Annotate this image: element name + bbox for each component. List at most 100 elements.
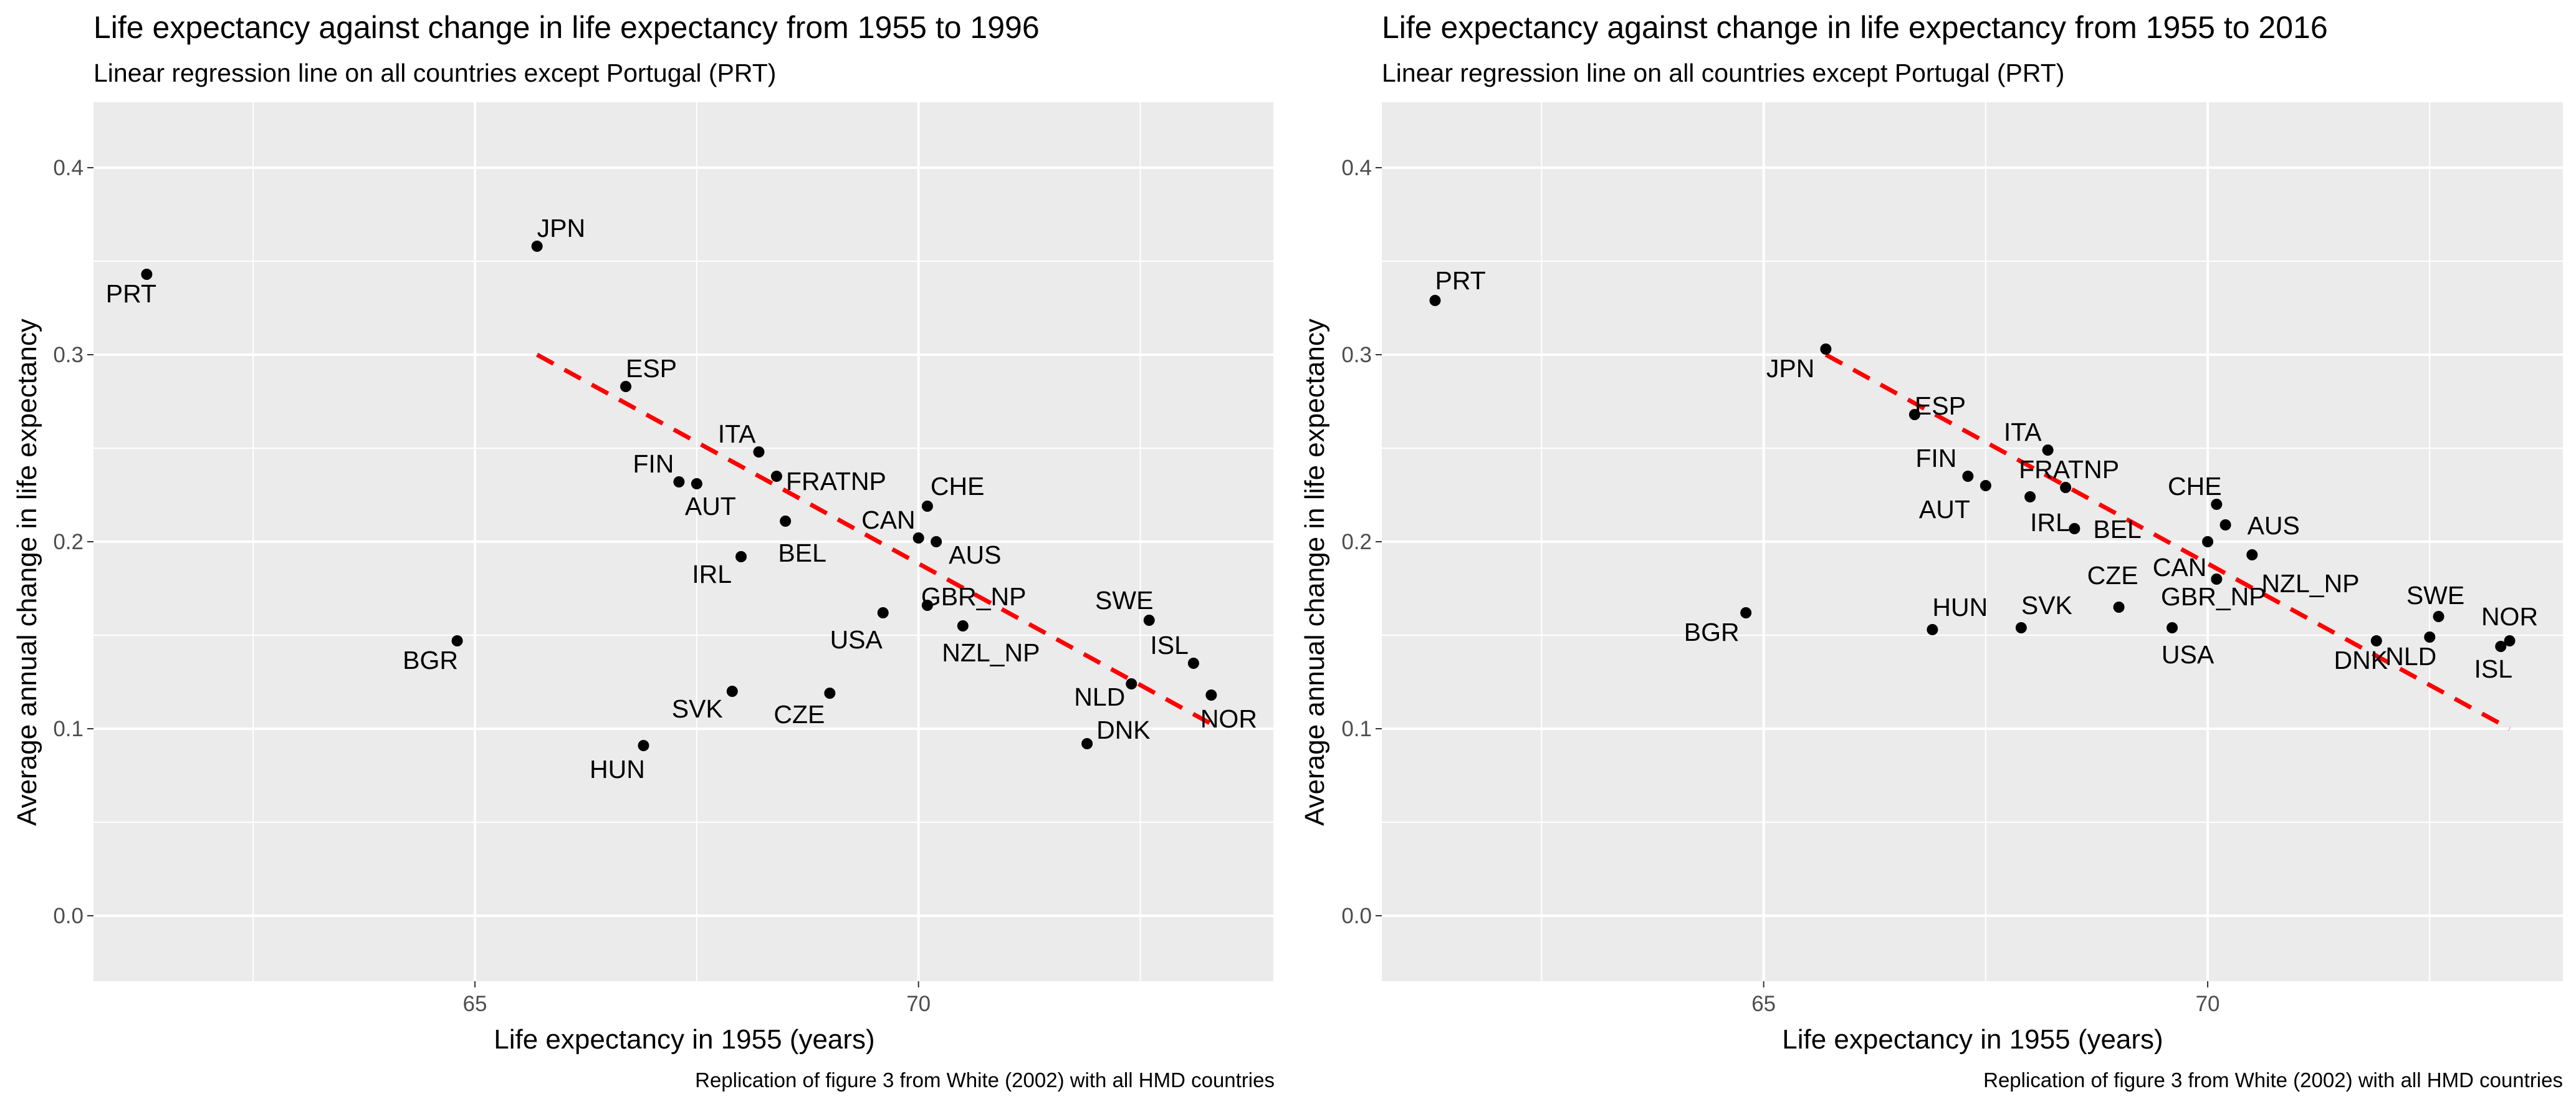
left-point-label-cze: CZE bbox=[773, 700, 825, 729]
left-point-prt bbox=[141, 269, 153, 280]
right-point-swe bbox=[2433, 611, 2444, 622]
left-point-jpn bbox=[531, 241, 543, 252]
left-point-bel bbox=[780, 516, 792, 527]
right-chart-caption: Replication of figure 3 from White (2002… bbox=[1983, 1068, 2563, 1092]
right-point-label-aus: AUS bbox=[2248, 511, 2300, 540]
right-point-label-fin: FIN bbox=[1915, 444, 1956, 473]
left-point-swe bbox=[1143, 615, 1155, 626]
left-chart-subtitle: Linear regression line on all countries … bbox=[93, 59, 776, 87]
right-point-bel bbox=[2069, 523, 2080, 534]
right-point-nor bbox=[2504, 635, 2516, 646]
right-point-label-gbr-np: GBR_NP bbox=[2161, 582, 2266, 611]
left-point-can bbox=[912, 532, 924, 544]
left-point-svk bbox=[726, 686, 738, 697]
right-chart-title: Life expectancy against change in life e… bbox=[1382, 10, 2328, 45]
left-point-nor bbox=[1205, 689, 1217, 701]
right-point-label-bel: BEL bbox=[2093, 515, 2142, 544]
right-y-tick-label: 0.2 bbox=[1341, 530, 1372, 554]
left-point-label-aut: AUT bbox=[685, 492, 736, 521]
left-point-nld bbox=[1126, 678, 1137, 689]
left-point-usa bbox=[877, 607, 889, 618]
right-point-label-svk: SVK bbox=[2021, 591, 2072, 620]
left-point-label-dnk: DNK bbox=[1096, 716, 1151, 744]
left-point-label-nld: NLD bbox=[1074, 683, 1125, 711]
right-y-tick-label: 0.3 bbox=[1341, 343, 1372, 367]
right-x-tick-label: 65 bbox=[1751, 992, 1776, 1016]
left-point-dnk bbox=[1081, 738, 1093, 749]
left-chart-caption: Replication of figure 3 from White (2002… bbox=[695, 1068, 1275, 1092]
right-point-prt bbox=[1429, 295, 1441, 306]
left-point-gbr-np bbox=[921, 600, 933, 611]
right-point-label-nzl-np: NZL_NP bbox=[2261, 569, 2359, 598]
left-point-label-usa: USA bbox=[830, 625, 883, 654]
left-point-label-bel: BEL bbox=[778, 539, 826, 567]
right-chart-panel: Life expectancy against change in life e… bbox=[1300, 10, 2563, 1092]
right-point-label-irl: IRL bbox=[2030, 508, 2070, 537]
right-chart-subtitle: Linear regression line on all countries … bbox=[1382, 59, 2064, 87]
right-x-tick-label: 70 bbox=[2196, 992, 2220, 1016]
left-point-label-gbr-np: GBR_NP bbox=[921, 582, 1027, 611]
right-point-fin bbox=[1962, 471, 1974, 482]
left-point-label-hun: HUN bbox=[590, 755, 645, 784]
left-point-label-fratnp: FRATNP bbox=[786, 467, 886, 496]
left-point-label-esp: ESP bbox=[626, 354, 677, 383]
left-point-label-svk: SVK bbox=[672, 694, 723, 723]
left-y-tick-label: 0.3 bbox=[53, 343, 84, 367]
right-point-label-cze: CZE bbox=[2087, 561, 2138, 590]
left-plot-area: 0.0 0.1 0.2 0.3 0.4 65 70 PRT JPN ESP ITA FIN AUT FRA… bbox=[53, 102, 1273, 1016]
right-y-tick-label: 0.0 bbox=[1341, 904, 1372, 928]
right-point-label-usa: USA bbox=[2162, 640, 2214, 669]
right-point-label-hun: HUN bbox=[1932, 593, 1988, 622]
right-point-dnk bbox=[2370, 635, 2382, 646]
right-point-bgr bbox=[1740, 607, 1752, 618]
left-point-label-nzl-np: NZL_NP bbox=[942, 638, 1040, 667]
right-point-label-nld: NLD bbox=[2385, 642, 2436, 671]
right-point-aut bbox=[1980, 480, 1991, 491]
left-point-label-irl: IRL bbox=[692, 560, 732, 588]
left-point-label-aus: AUS bbox=[949, 540, 1001, 569]
right-point-label-aut: AUT bbox=[1919, 495, 1970, 524]
left-point-label-nor: NOR bbox=[1200, 704, 1257, 733]
right-point-can bbox=[2202, 536, 2214, 547]
left-point-fin bbox=[673, 476, 685, 487]
right-point-label-nor: NOR bbox=[2481, 602, 2538, 631]
left-point-label-isl: ISL bbox=[1150, 631, 1189, 660]
left-point-label-che: CHE bbox=[931, 472, 985, 501]
left-y-tick-label: 0.2 bbox=[53, 530, 84, 554]
right-point-irl bbox=[2024, 491, 2036, 502]
left-point-ita bbox=[753, 446, 765, 458]
left-point-aus bbox=[931, 536, 942, 547]
left-x-axis-title: Life expectancy in 1955 (years) bbox=[494, 1024, 874, 1055]
left-x-tick-label: 65 bbox=[463, 992, 487, 1016]
left-point-isl bbox=[1187, 658, 1199, 669]
right-point-label-ita: ITA bbox=[2004, 418, 2042, 446]
left-chart-title: Life expectancy against change in life e… bbox=[93, 10, 1040, 45]
right-point-nld bbox=[2424, 631, 2436, 643]
right-point-jpn bbox=[1820, 343, 1832, 355]
right-point-label-jpn: JPN bbox=[1766, 354, 1814, 383]
right-plot-area: 0.0 0.1 0.2 0.3 0.4 65 70 PRT JPN ESP ITA FIN AUT FRA… bbox=[1341, 102, 2563, 1016]
right-y-tick-label: 0.1 bbox=[1341, 717, 1372, 741]
left-point-label-can: CAN bbox=[861, 506, 916, 534]
left-point-label-swe: SWE bbox=[1095, 586, 1153, 615]
right-point-cze bbox=[2113, 602, 2125, 613]
left-regression-line bbox=[535, 352, 1222, 731]
left-point-label-jpn: JPN bbox=[537, 214, 585, 242]
right-x-axis-title: Life expectancy in 1955 (years) bbox=[1782, 1024, 2163, 1055]
right-y-tick-label: 0.4 bbox=[1341, 156, 1372, 180]
left-y-tick-label: 0.4 bbox=[53, 156, 84, 180]
right-point-label-can: CAN bbox=[2153, 553, 2207, 582]
left-y-axis-title: Average annual change in life expectancy bbox=[12, 319, 42, 826]
left-y-tick-label: 0.0 bbox=[53, 904, 84, 928]
left-point-fratnp bbox=[770, 471, 782, 482]
right-point-gbr-np bbox=[2211, 574, 2223, 585]
left-point-hun bbox=[638, 740, 649, 751]
left-x-tick-label: 70 bbox=[906, 992, 931, 1016]
left-point-che bbox=[921, 501, 933, 512]
left-point-label-bgr: BGR bbox=[403, 646, 458, 674]
right-point-hun bbox=[1927, 624, 1938, 635]
left-point-label-ita: ITA bbox=[718, 420, 756, 448]
right-point-aus bbox=[2219, 519, 2231, 530]
left-y-tick-label: 0.1 bbox=[53, 717, 84, 741]
